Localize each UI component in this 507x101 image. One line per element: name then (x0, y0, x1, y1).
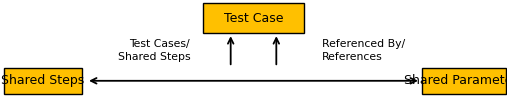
FancyBboxPatch shape (203, 3, 304, 33)
FancyBboxPatch shape (422, 68, 506, 94)
Text: Referenced By/
References: Referenced By/ References (322, 39, 405, 62)
Text: Shared Parameters: Shared Parameters (404, 74, 507, 87)
Text: Test Cases/
Shared Steps: Test Cases/ Shared Steps (118, 39, 190, 62)
Text: Shared Steps: Shared Steps (2, 74, 85, 87)
FancyBboxPatch shape (4, 68, 82, 94)
Text: Test Case: Test Case (224, 12, 283, 25)
